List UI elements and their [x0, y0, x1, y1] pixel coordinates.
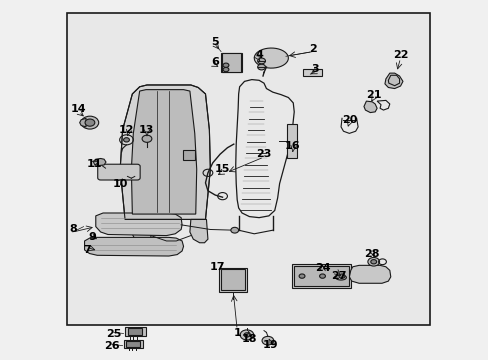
Text: 26: 26	[104, 341, 120, 351]
Text: 21: 21	[365, 90, 381, 100]
Text: 27: 27	[330, 271, 346, 281]
Circle shape	[240, 330, 253, 340]
Text: 15: 15	[214, 164, 230, 174]
Bar	[125, 327, 145, 336]
Text: 16: 16	[284, 140, 300, 150]
Bar	[294, 266, 348, 286]
Text: 11: 11	[86, 159, 102, 169]
Circle shape	[262, 336, 273, 345]
Circle shape	[142, 135, 152, 142]
Text: 13: 13	[138, 125, 153, 135]
FancyBboxPatch shape	[98, 164, 140, 180]
Polygon shape	[120, 85, 210, 220]
Text: 10: 10	[112, 179, 127, 189]
Text: 14: 14	[71, 104, 86, 114]
Bar	[182, 149, 194, 160]
Bar	[221, 53, 241, 72]
Text: 3: 3	[311, 64, 318, 74]
Text: 25: 25	[106, 329, 121, 339]
Circle shape	[370, 260, 376, 264]
Text: 17: 17	[209, 262, 225, 272]
Circle shape	[230, 227, 238, 233]
Circle shape	[223, 63, 228, 67]
Polygon shape	[363, 101, 376, 113]
Polygon shape	[384, 73, 402, 89]
Polygon shape	[348, 265, 390, 283]
Polygon shape	[254, 48, 288, 68]
Bar	[123, 340, 143, 348]
Circle shape	[244, 333, 249, 337]
Bar	[219, 267, 247, 292]
Circle shape	[319, 274, 325, 278]
Bar	[221, 269, 245, 291]
Polygon shape	[131, 90, 196, 214]
Text: 7: 7	[83, 245, 91, 255]
Text: 20: 20	[341, 115, 356, 125]
Text: 5: 5	[211, 37, 219, 47]
Bar	[128, 328, 142, 335]
Bar	[66, 13, 429, 325]
Text: 23: 23	[256, 149, 271, 159]
Circle shape	[299, 274, 305, 278]
Polygon shape	[96, 213, 182, 235]
Bar	[126, 341, 140, 347]
Polygon shape	[131, 220, 151, 243]
Text: 2: 2	[308, 44, 316, 54]
Polygon shape	[93, 158, 106, 166]
Polygon shape	[189, 220, 207, 243]
Text: 6: 6	[211, 57, 219, 67]
Ellipse shape	[335, 275, 346, 280]
Text: 18: 18	[241, 333, 257, 343]
Text: 24: 24	[314, 263, 330, 273]
Bar	[292, 264, 350, 288]
Bar	[303, 69, 321, 76]
Circle shape	[123, 138, 129, 142]
Text: 12: 12	[119, 125, 134, 135]
Text: 28: 28	[364, 248, 379, 258]
Text: 4: 4	[255, 50, 263, 60]
Circle shape	[85, 119, 95, 126]
Polygon shape	[80, 118, 86, 127]
Circle shape	[223, 67, 228, 72]
Text: 8: 8	[69, 225, 77, 234]
Polygon shape	[84, 237, 183, 256]
Text: 9: 9	[88, 232, 96, 242]
Circle shape	[257, 58, 265, 64]
Circle shape	[81, 116, 99, 129]
Bar	[287, 125, 297, 158]
Text: 19: 19	[262, 340, 278, 350]
Text: 1: 1	[233, 328, 241, 338]
Circle shape	[338, 274, 344, 278]
Circle shape	[257, 64, 265, 70]
Bar	[222, 53, 240, 72]
Circle shape	[367, 257, 379, 266]
Text: 22: 22	[392, 50, 407, 60]
